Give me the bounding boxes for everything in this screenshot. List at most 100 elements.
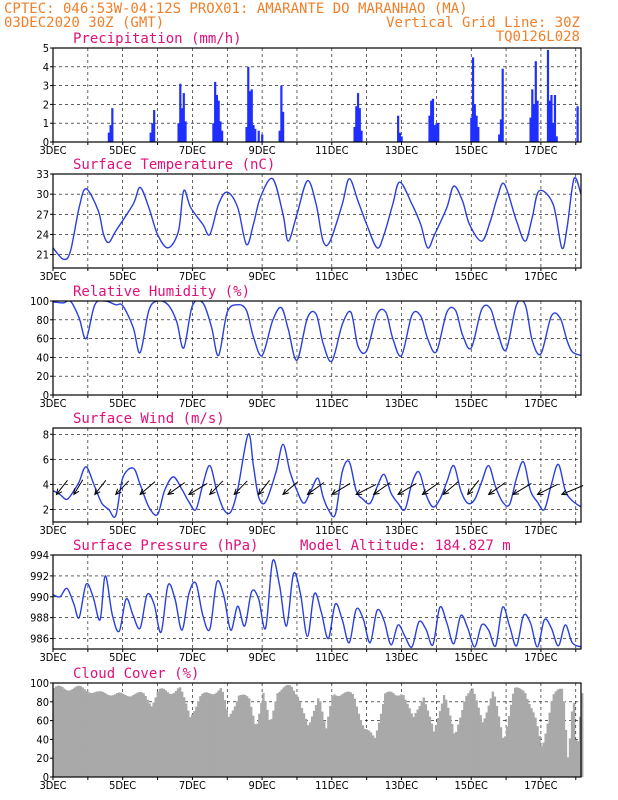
precip-bar <box>217 100 220 142</box>
cloud-cover-bar <box>262 692 265 777</box>
cloud-cover-bar <box>138 692 141 777</box>
x-tick-label: 15DEC <box>455 651 488 664</box>
cloud-cover-bar <box>337 696 340 777</box>
cloud-cover-bar <box>363 728 367 777</box>
precip-bar <box>214 81 217 142</box>
cloud-cover-bar <box>254 724 257 777</box>
x-tick-label: 3DEC <box>39 397 66 410</box>
x-tick-label: 9DEC <box>249 270 276 283</box>
cloud-cover-bar <box>386 692 389 777</box>
cloud-cover-bar <box>351 694 354 777</box>
wind-arrow <box>258 479 271 495</box>
cloud-cover-bar <box>495 706 499 777</box>
wind-arrow-head <box>187 489 195 496</box>
cloud-cover-bar <box>209 693 212 777</box>
cloud-cover-bar <box>221 691 224 777</box>
cloud-cover-bar <box>274 701 277 777</box>
x-tick-label: 7DEC <box>179 397 206 410</box>
cloud-cover-bar <box>384 693 387 777</box>
y-tick-label: 992 <box>30 570 49 583</box>
y-tick-label: 30 <box>36 188 49 201</box>
wind-arrow-head <box>139 488 147 496</box>
cloud-cover-bar <box>85 691 88 777</box>
surface-pressure-panel: 986 988 990 992 994 3DEC 5DEC 7DEC 9DEC 11DEC 13DE… <box>30 538 582 664</box>
precip-bar <box>550 95 553 142</box>
x-tick-label: 13DEC <box>385 524 418 537</box>
cloud-cover-bar <box>420 701 423 777</box>
precip-bar <box>151 123 154 142</box>
cloud-cover-bar <box>572 702 576 777</box>
cloud-cover-bar <box>381 703 385 777</box>
x-tick-label: 5DEC <box>109 270 136 283</box>
wind-arrow <box>512 482 532 495</box>
precip-bar <box>546 49 550 142</box>
cloud-cover-bar <box>578 716 582 777</box>
wind-arrow-head <box>512 489 520 496</box>
y-tick-label: 994 <box>30 549 49 562</box>
x-tick-label: 13DEC <box>385 779 418 792</box>
cloud-cover-bar <box>243 694 247 777</box>
x-tick-label: 5DEC <box>109 144 136 157</box>
y-tick-label: 0 <box>43 389 49 402</box>
wind-arrow <box>233 480 248 495</box>
precip-bar <box>149 132 152 142</box>
cloud-cover-bar <box>211 694 214 777</box>
cloud-cover-bar <box>550 700 553 777</box>
cloud-cover-bar <box>501 737 505 777</box>
precip-bar <box>431 98 435 142</box>
cloud-cover-bar <box>233 706 237 777</box>
wind-arrow-head <box>306 488 314 496</box>
cloud-cover-bar <box>528 703 531 777</box>
cloud-cover-bar <box>321 711 324 777</box>
cloud-cover-bar <box>256 723 259 777</box>
cloud-cover-bar <box>353 698 356 777</box>
y-tick-label: 988 <box>30 612 49 625</box>
y-tick-label: 80 <box>36 696 49 709</box>
cloud-cover-bar <box>193 711 196 777</box>
cloud-cover-bar <box>203 692 206 777</box>
cloud-cover-bar <box>99 691 103 777</box>
cloud-cover-bar <box>93 692 97 777</box>
precip-bar <box>250 89 253 142</box>
x-tick-label: 3DEC <box>39 651 66 664</box>
cloud-cover-bar <box>178 687 182 777</box>
cloud-cover-bar <box>511 693 515 777</box>
cloud-cover-bar <box>156 691 159 777</box>
cloud-cover-bar <box>367 730 371 777</box>
wind-arrow-head <box>536 489 544 495</box>
cloud-cover-bar <box>461 709 464 777</box>
cloud-cover-bar <box>199 696 202 777</box>
x-tick-label: 15DEC <box>455 270 488 283</box>
cloud-cover-bar <box>416 709 419 777</box>
cloud-cover-bar <box>479 715 482 777</box>
cloud-cover-bar <box>170 693 174 777</box>
humidity-series-line <box>53 301 581 363</box>
wind-arrow-head <box>257 488 265 496</box>
wind-arrow-head <box>209 488 216 496</box>
cloud-cover-panel: 0 20 40 60 80 100 3DEC 5DEC 7DEC 9DEC 11DEC 13DEC 15… <box>30 666 584 792</box>
x-tick-label: 9DEC <box>249 524 276 537</box>
cloud-cover-bar <box>235 701 239 777</box>
y-tick-label: 21 <box>36 249 49 262</box>
precip-bar <box>215 95 219 142</box>
cloud-cover-bar <box>422 697 426 777</box>
precip-bar <box>430 100 433 142</box>
cloud-cover-bar <box>213 693 216 777</box>
precip-bar <box>529 117 532 142</box>
cloud-cover-bar <box>162 688 166 777</box>
cloud-cover-bar <box>227 716 231 777</box>
header-vertical-grid-line: Vertical Grid Line: 30Z <box>386 15 580 31</box>
cloud-cover-bar <box>286 684 289 777</box>
cloud-cover-bar <box>79 686 82 777</box>
cloud-cover-bar <box>306 725 310 777</box>
x-tick-label: 11DEC <box>315 524 348 537</box>
precip-bar <box>477 126 480 142</box>
x-tick-label: 15DEC <box>455 397 488 410</box>
y-tick-label: 40 <box>36 733 49 746</box>
cloud-cover-bar <box>258 713 261 777</box>
cloud-cover-bar <box>379 713 383 777</box>
cloud-cover-bar <box>317 698 320 777</box>
cloud-cover-bar <box>201 693 204 777</box>
cloud-cover-bar <box>126 695 129 777</box>
